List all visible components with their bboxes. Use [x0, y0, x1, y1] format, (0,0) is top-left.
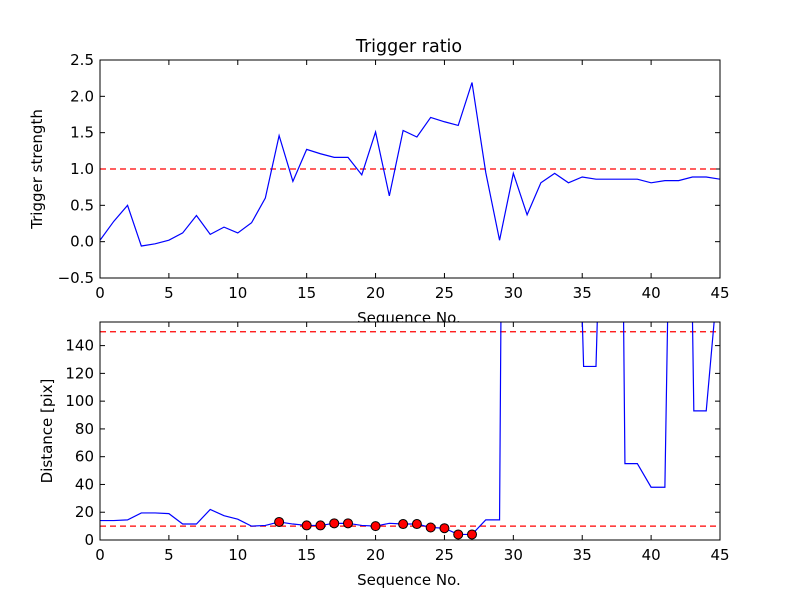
y-tick-label: 20	[75, 503, 94, 521]
x-tick-label: 30	[504, 284, 523, 302]
x-tick-label: 45	[710, 284, 729, 302]
data-point-marker	[343, 518, 353, 529]
y-tick-label: 0.0	[70, 233, 94, 251]
top-series	[100, 82, 720, 247]
x-tick-label: 15	[297, 546, 316, 564]
y-axis-label-top: Trigger strength	[28, 109, 46, 230]
x-tick-label: 10	[228, 546, 247, 564]
x-tick-label: 45	[710, 546, 729, 564]
y-tick-label: 0.5	[70, 196, 94, 214]
data-point-marker	[315, 520, 326, 531]
y-tick-label: 40	[75, 475, 94, 493]
x-tick-label: 5	[164, 546, 174, 564]
data-point-marker	[425, 522, 436, 533]
y-tick-label: 120	[65, 364, 94, 382]
x-tick-label: 20	[366, 284, 385, 302]
plot-area-bottom	[100, 322, 720, 540]
x-tick-label: 25	[435, 284, 454, 302]
x-tick-label: 0	[95, 546, 105, 564]
y-axis-label-bottom: Distance [pix]	[38, 379, 56, 484]
y-tick-label: 100	[65, 392, 94, 410]
x-tick-label: 15	[297, 284, 316, 302]
x-tick-label: 20	[366, 546, 385, 564]
y-tick-label: 2.5	[70, 51, 94, 69]
y-tick-label: 0	[84, 531, 94, 549]
x-tick-label: 40	[642, 546, 661, 564]
y-tick-label: −0.5	[58, 269, 94, 287]
data-point-marker	[439, 523, 450, 534]
data-point-marker	[370, 521, 381, 532]
x-tick-label: 35	[573, 284, 592, 302]
y-tick-label: 140	[65, 337, 94, 355]
data-point-marker	[329, 518, 340, 529]
y-tick-label: 2.0	[70, 87, 94, 105]
trigger-ratio-subplot: Trigger ratio 0 5 10 15 20 25 30 35 40 45−0.50.00…	[28, 37, 730, 327]
y-tick-label: 1.5	[70, 124, 94, 142]
series-line	[100, 82, 720, 247]
x-tick-label: 0	[95, 284, 105, 302]
x-tick-label: 30	[504, 546, 523, 564]
x-tick-label: 10	[228, 284, 247, 302]
plot-frame-top	[99, 59, 721, 279]
data-point-marker	[274, 516, 285, 527]
chart-title: Trigger ratio	[355, 37, 462, 57]
top-ticks: 0 5 10 15 20 25 30 35 40 45 −0.5 0.0 0.5 1.0 1.5 2.0 2.5	[58, 51, 730, 302]
y-tick-label: 60	[75, 448, 94, 466]
x-tick-label: 5	[164, 284, 174, 302]
y-tick-label: 1.0	[70, 160, 94, 178]
data-point-marker	[453, 529, 464, 540]
bottom-threshold-lines	[100, 331, 720, 527]
x-tick-label: 25	[435, 546, 454, 564]
data-point-marker	[411, 519, 422, 530]
plot-frame-bottom	[99, 321, 721, 541]
data-point-marker	[398, 519, 409, 530]
y-tick-label: 80	[75, 420, 94, 438]
x-tick-label: 35	[573, 546, 592, 564]
x-axis-label-bottom: Sequence No.	[357, 571, 461, 589]
data-point-marker	[467, 529, 477, 540]
bottom-series	[100, 322, 715, 540]
bottom-ticks: 0 5 10 15 20 25 30 35 40 45 0 20 40 60 80 100 120 140	[65, 322, 730, 564]
data-point-marker	[301, 520, 312, 531]
x-tick-label: 40	[642, 284, 661, 302]
distance-subplot: 0 5 10 15 20 25 30 35 40 45 0 20 40 60 80 100 120 140 Seq…	[38, 321, 730, 589]
